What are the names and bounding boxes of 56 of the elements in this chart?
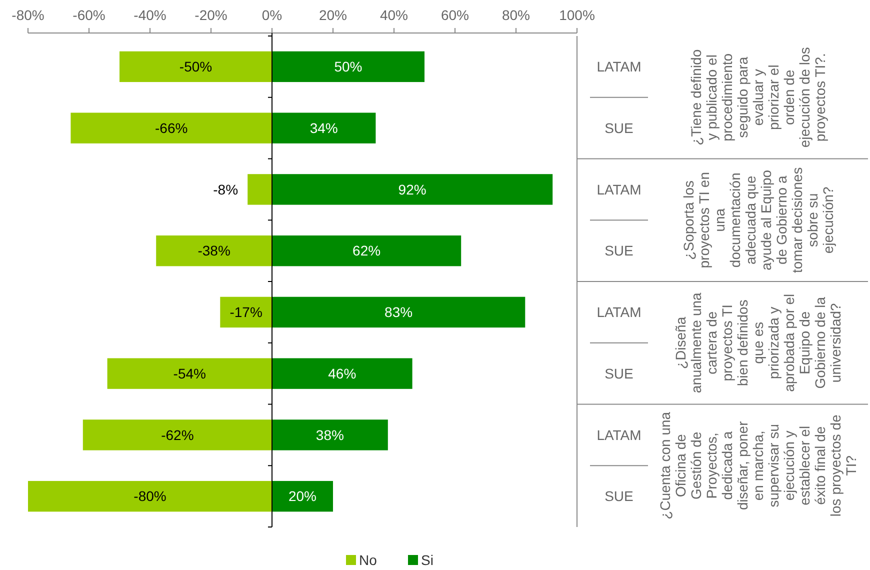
bar [82, 420, 272, 450]
data-label: 92% [398, 181, 426, 198]
y-tick-label: SUE [604, 365, 634, 382]
data-label: -8% [213, 181, 238, 198]
data-label: -17% [230, 304, 262, 320]
legend-label: No [359, 552, 378, 568]
x-tick-label: 40% [380, 7, 408, 23]
y-tick-label: LATAM [596, 426, 642, 443]
bar [272, 296, 526, 328]
data-label: -66% [155, 120, 188, 136]
y-tick-label: SUE [604, 242, 634, 259]
y-tick-label: SUE [604, 488, 634, 504]
bar [272, 174, 553, 205]
x-tick-label: -80% [12, 7, 44, 23]
data-label: -80% [134, 488, 166, 504]
x-tick-label: 60% [440, 7, 470, 23]
bar [156, 235, 272, 266]
data-label: 20% [288, 488, 317, 504]
bar [107, 358, 272, 389]
bar [272, 358, 412, 389]
text: ¿Soporta los proyectos TI en una documentación adecuada que ayude al Equipo de Gobierno a tomar decisiones sobre su ejecución? [680, 167, 836, 274]
x-tick-label: 20% [318, 7, 348, 23]
data-label: 46% [328, 365, 356, 382]
bar [70, 112, 272, 144]
text: ¿Diseña anualmente una cartera de proyectos TI bien definidos que es priorizada y aprobada por el Equipo de Gobierno de la universidad? [672, 292, 844, 394]
bar [272, 420, 388, 450]
data-label: -62% [161, 426, 194, 443]
text: ¿Tiene definido y publicado el procedimiento seguido para evaluar y priorizar el orden de ejecución de los proyectos TI?. [688, 47, 828, 148]
y-tick-label: SUE [604, 120, 634, 136]
x-tick-label: 0% [262, 7, 282, 23]
text: ¿Cuenta con una Oficina de Gestión de Proyectos, dedicada a diseñar, poner en marcha, supervisar su ejecución y establecer el éxito final de los proyectos de TI? [657, 412, 859, 520]
x-tick-label: -40% [134, 7, 166, 23]
x-tick-label: 80% [502, 7, 530, 23]
data-label: 83% [384, 304, 413, 320]
bar [272, 112, 376, 144]
legend-label: Si [421, 552, 434, 568]
bar [220, 296, 272, 328]
data-label: 50% [334, 58, 362, 75]
data-label: 34% [310, 120, 338, 136]
data-label: 62% [352, 242, 381, 259]
bar [272, 51, 424, 82]
bar [272, 235, 462, 266]
bar [120, 51, 272, 82]
y-tick-label: LATAM [596, 181, 642, 198]
x-tick-label: 100% [559, 7, 595, 23]
y-tick-label: LATAM [596, 304, 642, 320]
bar [28, 480, 272, 512]
bar [272, 480, 333, 512]
data-label: -54% [173, 365, 206, 382]
bar [248, 174, 272, 205]
data-label: -50% [179, 58, 212, 75]
y-tick-label: LATAM [596, 58, 642, 75]
x-tick-label: -20% [194, 7, 228, 23]
data-label: 38% [316, 426, 344, 443]
x-tick-label: -60% [72, 7, 106, 23]
data-label: -38% [198, 242, 230, 259]
